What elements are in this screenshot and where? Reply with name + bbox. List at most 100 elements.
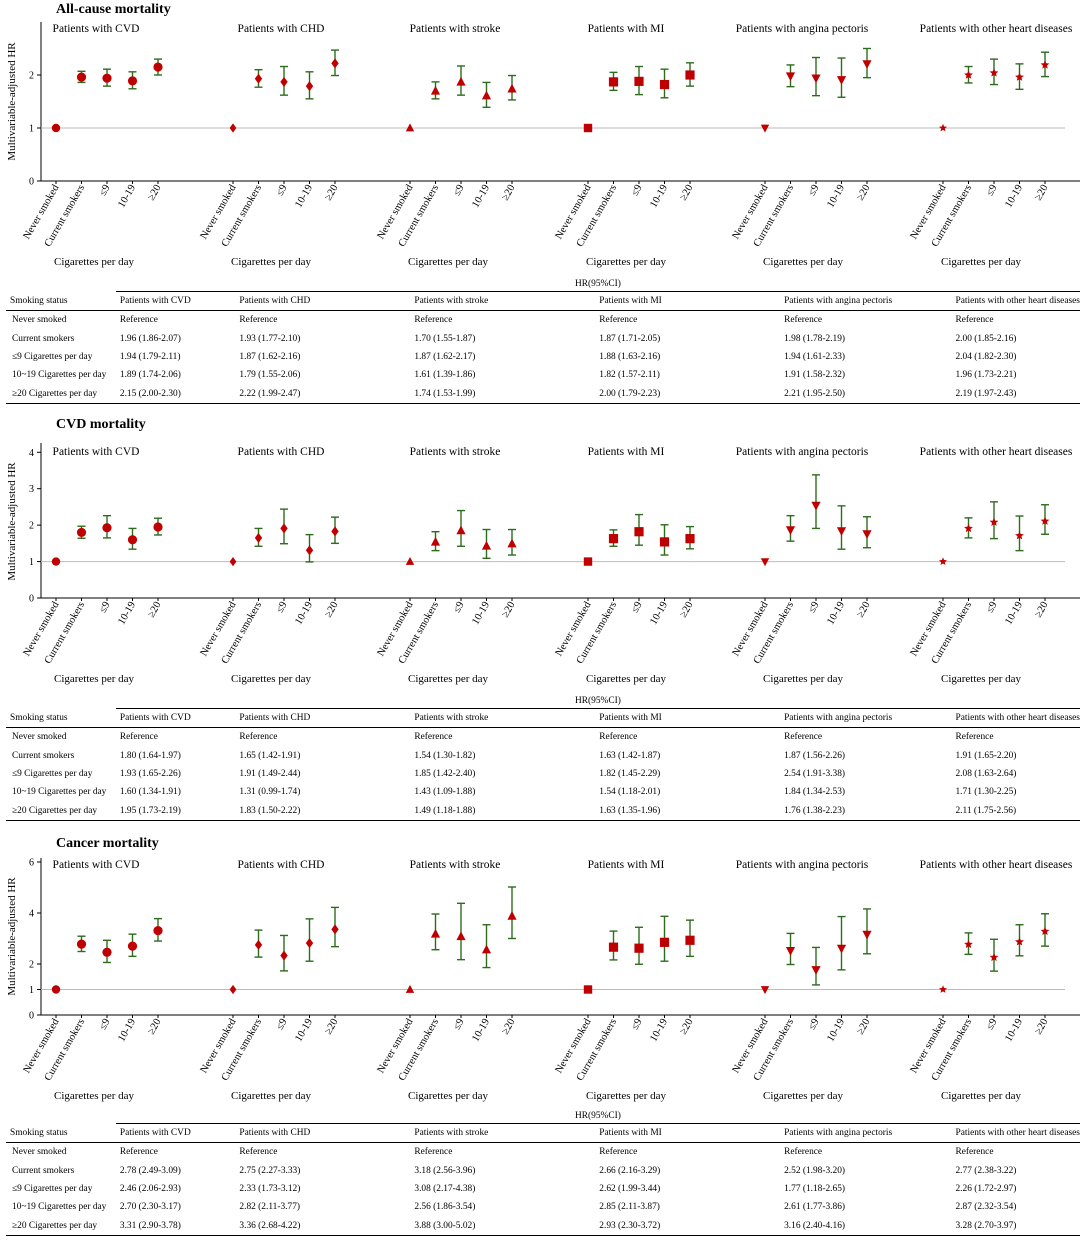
x-tick-label: ≤9 bbox=[630, 183, 645, 198]
table-cell: Reference bbox=[955, 1147, 994, 1158]
panel-title: Patients with stroke bbox=[410, 859, 501, 871]
table-cell: 2.85 (2.11-3.87) bbox=[599, 1202, 660, 1213]
panel-title: Patients with CVD bbox=[53, 859, 140, 871]
hr-point bbox=[685, 534, 695, 544]
y-axis-label: Multivariable-adjusted HR bbox=[6, 42, 18, 161]
hr-point bbox=[456, 76, 466, 86]
panel-title: Patients with other heart diseases bbox=[920, 23, 1073, 35]
x-tick-label: 10-19 bbox=[1003, 600, 1025, 627]
hr-point bbox=[51, 985, 61, 994]
x-tick-label: 10-19 bbox=[648, 600, 670, 627]
table-header-cell: Patients with CVD bbox=[115, 291, 236, 312]
hr-point bbox=[280, 76, 288, 87]
panel-title: Patients with other heart diseases bbox=[920, 859, 1073, 871]
hr-point bbox=[254, 532, 263, 543]
hr-point bbox=[76, 939, 87, 949]
x-tick-label: 10-19 bbox=[116, 183, 138, 210]
panel-title: Patients with stroke bbox=[410, 446, 501, 458]
table-cell: 1.60 (1.34-1.91) bbox=[119, 787, 181, 798]
hr-point bbox=[862, 60, 872, 69]
x-tick-label: ≤9 bbox=[807, 183, 822, 198]
hr-table-all-cause: HR(95%CI) Smoking status Patients with C… bbox=[6, 277, 1080, 404]
table-super-header: HR(95%CI) bbox=[115, 1109, 1080, 1124]
table-cell: 1.89 (1.74-2.06) bbox=[119, 370, 181, 381]
row-label: Never smoked bbox=[12, 1147, 67, 1158]
x-tick-label: 10-19 bbox=[648, 1017, 670, 1044]
hr-point bbox=[481, 90, 492, 100]
table-cell: 3.16 (2.40-4.16) bbox=[780, 1216, 952, 1236]
x-axis-label: Cigarettes per day bbox=[408, 256, 489, 268]
table-row: ≤9 Cigarettes per day 2.46 (2.06-2.93) 2.3… bbox=[6, 1180, 1080, 1198]
table-cell: 1.87 (1.62-2.17) bbox=[414, 352, 476, 363]
hr-point bbox=[76, 527, 87, 538]
hr-point bbox=[127, 941, 138, 951]
hr-point bbox=[127, 535, 138, 545]
table-cell: 2.21 (1.95-2.50) bbox=[780, 384, 952, 404]
hr-point bbox=[456, 525, 466, 535]
panel-title: Patients with CHD bbox=[238, 23, 325, 35]
x-tick-label: 10-19 bbox=[293, 600, 315, 627]
table-header-cell: Patients with MI bbox=[595, 291, 781, 312]
x-tick-label: ≤9 bbox=[985, 1017, 1000, 1032]
table-header-cell: Patients with other heart diseases bbox=[951, 1123, 1080, 1144]
y-tick-label: 1 bbox=[29, 985, 34, 996]
hr-point bbox=[964, 523, 973, 533]
table-cell: Reference bbox=[784, 732, 823, 743]
table-cell: Reference bbox=[784, 1147, 823, 1158]
table-cell: Reference bbox=[119, 315, 158, 326]
x-tick-label: ≥20 bbox=[500, 600, 518, 620]
table-cell: 1.49 (1.18-1.88) bbox=[410, 801, 596, 821]
x-tick-label: 10-19 bbox=[470, 183, 492, 210]
x-tick-label: ≤9 bbox=[98, 600, 113, 615]
x-tick-label: 10-19 bbox=[116, 600, 138, 627]
x-axis-label: Cigarettes per day bbox=[586, 1090, 667, 1102]
panel-title: Patients with MI bbox=[588, 23, 665, 35]
table-row: ≤9 Cigarettes per day 1.94 (1.79-2.11) 1.8… bbox=[6, 348, 1080, 366]
y-tick-label: 3 bbox=[29, 484, 34, 495]
hr-point bbox=[430, 85, 441, 95]
hr-point bbox=[989, 68, 999, 77]
table-cell: 2.00 (1.85-2.16) bbox=[955, 333, 1017, 344]
x-tick-label: ≥20 bbox=[146, 1017, 164, 1037]
hr-point bbox=[127, 76, 138, 86]
hr-point bbox=[102, 73, 112, 83]
hr-point bbox=[659, 537, 670, 547]
hr-point bbox=[1015, 72, 1024, 81]
hr-point bbox=[760, 124, 770, 133]
hr-point bbox=[254, 939, 263, 950]
panel-title: Patients with stroke bbox=[410, 23, 501, 35]
table-cell: 2.62 (1.99-3.44) bbox=[599, 1184, 661, 1195]
x-tick-label: 10-19 bbox=[825, 1017, 847, 1044]
x-tick-label: ≥20 bbox=[678, 600, 696, 620]
hr-point bbox=[102, 947, 112, 957]
table-cell: 2.70 (2.30-3.17) bbox=[119, 1202, 181, 1213]
hr-point bbox=[836, 76, 847, 85]
x-tick-label: ≥20 bbox=[500, 183, 518, 203]
hr-point bbox=[456, 931, 466, 941]
panel-title: Patients with CHD bbox=[238, 859, 325, 871]
hr-point bbox=[608, 942, 619, 952]
panel-title: Patients with CVD bbox=[53, 23, 140, 35]
hr-table-cancer: HR(95%CI) Smoking status Patients with C… bbox=[6, 1109, 1080, 1236]
panel-title: Patients with angina pectoris bbox=[736, 446, 869, 458]
table-cell: 1.96 (1.73-2.21) bbox=[955, 370, 1017, 381]
x-tick-label: ≥20 bbox=[146, 600, 164, 620]
table-row: 10~19 Cigarettes per day 1.89 (1.74-2.06)… bbox=[6, 366, 1080, 384]
x-tick-label: 10-19 bbox=[293, 1017, 315, 1044]
table-cell: 2.15 (2.00-2.30) bbox=[115, 384, 236, 404]
table-header-cell: Patients with CVD bbox=[115, 708, 236, 729]
table-cell: 1.82 (1.57-2.11) bbox=[599, 370, 660, 381]
plot-title: CVD mortality bbox=[56, 417, 146, 432]
table-cell: 1.71 (1.30-2.25) bbox=[955, 787, 1017, 798]
x-tick-label: ≤9 bbox=[452, 183, 467, 198]
hr-point bbox=[939, 985, 947, 993]
hr-point bbox=[280, 950, 288, 961]
hr-point bbox=[481, 944, 492, 954]
x-tick-label: 10-19 bbox=[1003, 1017, 1025, 1044]
table-header-cell: Patients with MI bbox=[595, 1123, 781, 1144]
table-row: 10~19 Cigarettes per day 1.60 (1.34-1.91)… bbox=[6, 783, 1080, 801]
table-cell: 2.56 (1.86-3.54) bbox=[414, 1202, 476, 1213]
